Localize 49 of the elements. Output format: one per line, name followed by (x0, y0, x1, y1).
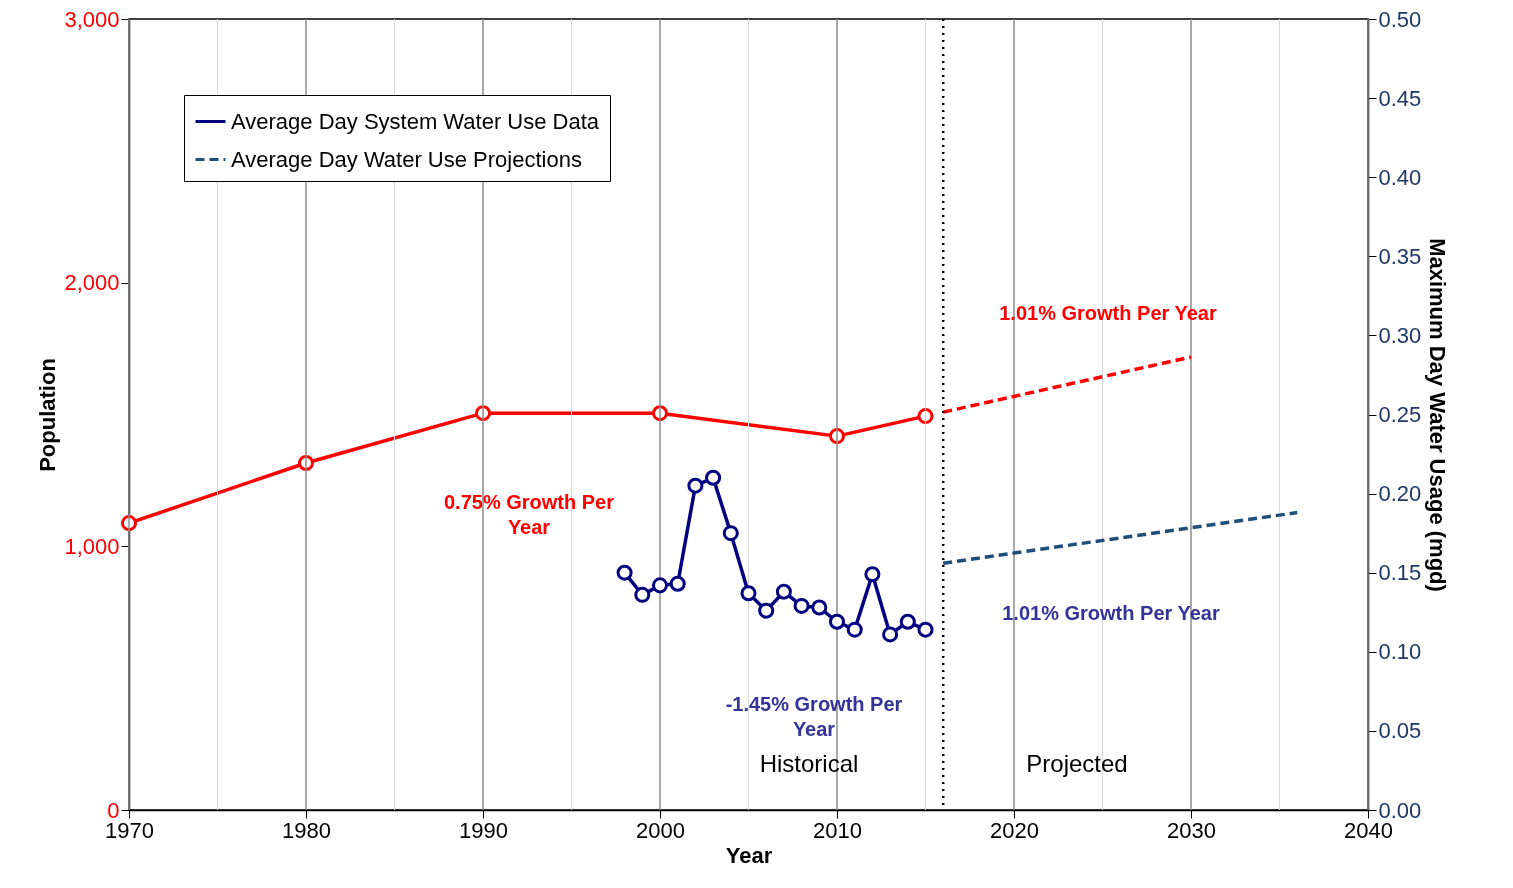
point (917, 621, 934, 638)
point (828, 613, 846, 630)
point (899, 613, 916, 630)
point (882, 626, 899, 643)
y-tick-label: 2,000 (64, 270, 120, 296)
y2-tick-label: 0.25 (1378, 402, 1422, 427)
point (634, 586, 651, 603)
point (722, 525, 739, 542)
y2-tick-label: 0.10 (1378, 639, 1422, 665)
x-tick-label: 2000 (636, 817, 685, 843)
y2-tick-label: 0.30 (1378, 322, 1422, 348)
x-tick-label: 2010 (813, 817, 862, 843)
point (705, 469, 722, 486)
legend-label: Average Day System Water Use Data (231, 108, 600, 134)
y2-tick-label: 0.15 (1378, 560, 1422, 586)
x-tick-label: 1980 (282, 817, 331, 843)
point (846, 621, 863, 638)
y-tick-label: 3,000 (64, 6, 120, 32)
y2-tick-label: 0.45 (1378, 85, 1422, 111)
x-tick-label: 2020 (990, 817, 1039, 843)
annotation: -1.45% Growth Per Year (725, 693, 903, 740)
annotation: 1.01% Growth Per Year (999, 302, 1217, 324)
point (669, 575, 686, 592)
point (651, 577, 669, 594)
point (687, 477, 704, 494)
y2-tick-label: 0.35 (1378, 243, 1422, 269)
point (811, 599, 828, 616)
point (917, 408, 934, 425)
x-axis-title: Year (725, 842, 773, 868)
x-tick-label: 2030 (1167, 817, 1216, 843)
y2-tick-label: 0.40 (1378, 164, 1422, 190)
y2-axis-title: Maximum Day Water Usage (mgd) (1425, 238, 1451, 592)
point (616, 564, 633, 581)
annotation: 0.75% Growth Per Year (443, 491, 615, 538)
point (740, 585, 757, 602)
annotation: 1.01% Growth Per Year (1002, 602, 1220, 624)
point (864, 566, 881, 583)
y-axis-title: Population (35, 358, 61, 472)
point (793, 597, 810, 614)
x-tick-label: 1990 (459, 817, 508, 843)
y2-tick-label: 0.50 (1378, 6, 1422, 32)
y2-tick-label: 0.05 (1378, 718, 1422, 744)
y2-tick-label: 0.20 (1378, 481, 1422, 507)
y-tick-label: 1,000 (64, 533, 120, 559)
legend-label: Average Day Water Use Projections (231, 146, 582, 172)
annotation: Historical (759, 750, 859, 777)
annotation: Projected (1026, 750, 1128, 777)
point (758, 602, 775, 619)
point (775, 583, 792, 600)
